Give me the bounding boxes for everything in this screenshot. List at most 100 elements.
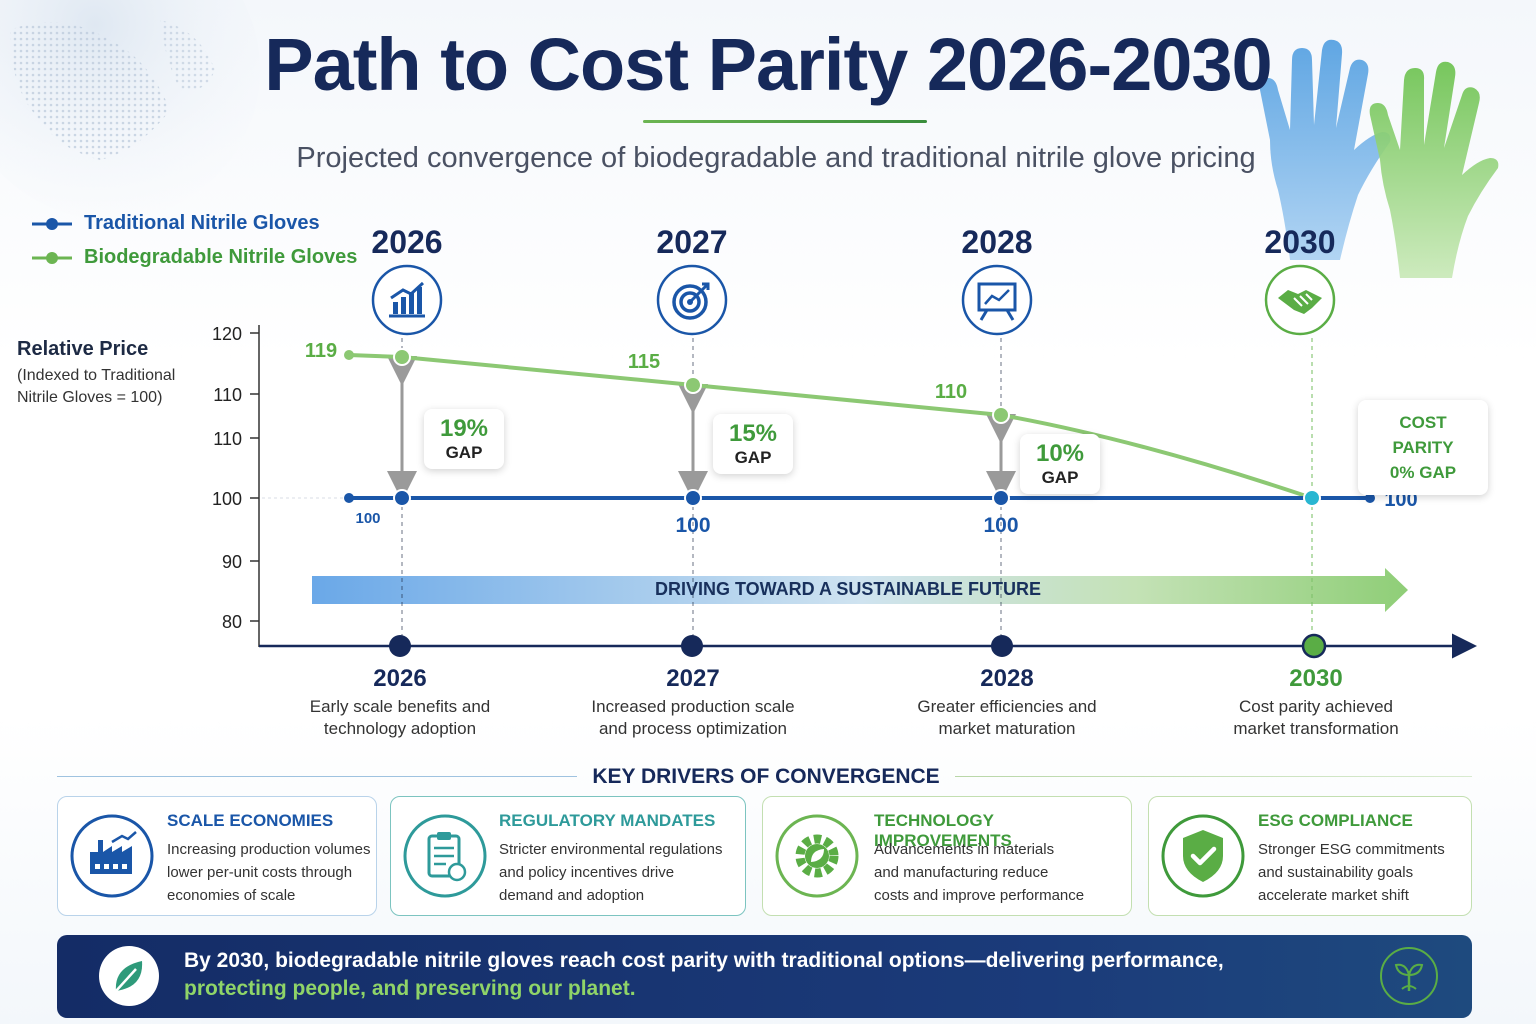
drivers-divider-right [955,776,1472,777]
driver-desc-line1: Stronger ESG commitments [1258,841,1445,858]
y-tick-label: 110 [213,385,242,405]
legend-traditional: Traditional Nitrile Gloves [30,212,320,235]
x-axis-point-2028 [991,635,1013,657]
y-tick-label: 110 [213,429,242,449]
milestone-2030: 2030 Cost parity achieved market transfor… [1196,664,1436,740]
milestone-desc-line2: market maturation [938,719,1076,738]
legend-traditional-marker [32,217,72,230]
header-year-2027: 2027 [656,224,727,260]
series-traditional-end [1365,493,1375,503]
gap-percent: 19% [439,415,489,442]
milestone-2027: 2027 Increased production scale and proce… [573,664,813,740]
milestone-desc-line2: and process optimization [598,719,788,738]
point-traditional-2030 [1303,489,1321,507]
driver-card-technology-improvements: TECHNOLOGY IMPROVEMENTS Advancements in … [762,796,1132,916]
gap-label: GAP [734,448,772,467]
label-traditional-2026: 100 [355,510,380,527]
target-icon [656,264,728,336]
gap-callout-2026: 19% GAP [424,409,504,469]
milestone-desc-line1: Early scale benefits and [309,697,491,716]
driver-title: REGULATORY MANDATES [499,811,716,830]
driver-desc-line1: Advancements in materials [874,841,1055,858]
point-traditional-2028 [992,489,1010,507]
drivers-title: KEY DRIVERS OF CONVERGENCE [592,765,940,788]
driver-title: SCALE ECONOMIES [167,811,334,830]
conclusion-banner [57,935,1472,1018]
legend-biodegradable: Biodegradable Nitrile Gloves [30,246,357,269]
x-axis-point-2030 [1301,633,1327,659]
driver-desc-line2: and sustainability goals [1258,864,1414,881]
driver-title: ESG COMPLIANCE [1258,811,1413,830]
sprout-icon [1380,947,1438,1005]
driver-desc-line2: and policy incentives drive [499,864,675,881]
driver-desc-line3: economies of scale [167,887,296,904]
gap-label: GAP [1041,468,1079,487]
y-axis-title: Relative Price [17,338,149,360]
sustainable-future-band [312,568,1408,612]
driver-desc-line1: Increasing production volumes [167,841,371,858]
page-subtitle: Projected convergence of biodegradable a… [296,142,1256,174]
series-traditional-start [344,493,354,503]
milestone-year: 2030 [1289,665,1343,692]
milestone-year: 2027 [666,665,720,692]
label-biodegradable-2026: 119 [305,340,337,362]
driver-desc-line3: demand and adoption [499,887,645,904]
header-year-2028: 2028 [961,224,1032,260]
milestone-desc-line1: Increased production scale [591,697,795,716]
handshake-icon [1264,264,1336,336]
gap-percent: 10% [1035,440,1085,467]
gear-leaf-icon [775,814,859,898]
driver-desc-line2: lower per-unit costs through [167,864,353,881]
milestone-year: 2026 [373,665,427,692]
driver-card-esg-compliance: ESG COMPLIANCE Stronger ESG commitments a… [1148,796,1472,916]
y-axis-note: (Indexed to Traditional Nitrile Gloves =… [17,367,176,406]
driver-card-regulatory-mandates: REGULATORY MANDATES Stricter environment… [390,796,746,916]
driver-desc-line1: Stricter environmental regulations [499,841,723,858]
milestone-2028: 2028 Greater efficiencies and market matu… [887,664,1127,740]
point-traditional-2027 [684,489,702,507]
legend-traditional-label: Traditional Nitrile Gloves [84,212,320,234]
y-tick-label: 90 [222,552,242,572]
gap-label: GAP [445,443,483,462]
point-biodegradable-2026 [393,348,411,366]
globe-decoration [0,0,260,220]
driver-desc-line3: costs and improve performance [874,887,1085,904]
gloves-illustration [1259,39,1499,278]
growth-chart-icon [371,264,443,336]
milestone-desc-line2: market transformation [1233,719,1399,738]
cost-parity-gap: 0% GAP [1389,463,1457,482]
y-tick-label: 120 [212,324,242,344]
y-tick-label: 100 [212,489,242,509]
point-traditional-2026 [393,489,411,507]
header-year-2030: 2030 [1264,224,1335,260]
label-biodegradable-2027: 115 [628,351,660,373]
label-traditional-2027: 100 [675,514,710,537]
milestone-desc-line1: Greater efficiencies and [917,697,1097,716]
cost-parity-callout: COST PARITY 0% GAP [1358,400,1488,495]
driver-card-scale-economies: SCALE ECONOMIES Increasing production vo… [57,796,377,916]
milestone-desc-line1: Cost parity achieved [1238,697,1394,716]
legend-biodegradable-marker [32,251,72,264]
label-biodegradable-2028: 110 [935,381,967,403]
banner-text-line1: By 2030, biodegradable nitrile gloves re… [184,949,1224,972]
header-year-2026: 2026 [371,224,442,260]
shield-check-icon [1161,814,1245,898]
label-traditional-2028: 100 [983,514,1018,537]
sustainable-future-label: DRIVING TOWARD A SUSTAINABLE FUTURE [655,579,1041,599]
page-title: Path to Cost Parity 2026-2030 [264,23,1272,106]
y-tick-label: 80 [222,612,242,632]
point-biodegradable-2028 [992,406,1010,424]
gap-callout-2028: 10% GAP [1020,434,1100,494]
presentation-board-icon [961,264,1033,336]
factory-icon [70,814,154,898]
x-axis-point-2026 [389,635,411,657]
x-axis-point-2027 [681,635,703,657]
milestone-2026: 2026 Early scale benefits and technology … [280,664,520,740]
leaf-icon [99,946,159,1006]
series-biodegradable-start [344,350,354,360]
legend-biodegradable-label: Biodegradable Nitrile Gloves [84,246,358,268]
gap-percent: 15% [728,420,778,447]
clipboard-icon [403,814,487,898]
point-biodegradable-2027 [684,376,702,394]
